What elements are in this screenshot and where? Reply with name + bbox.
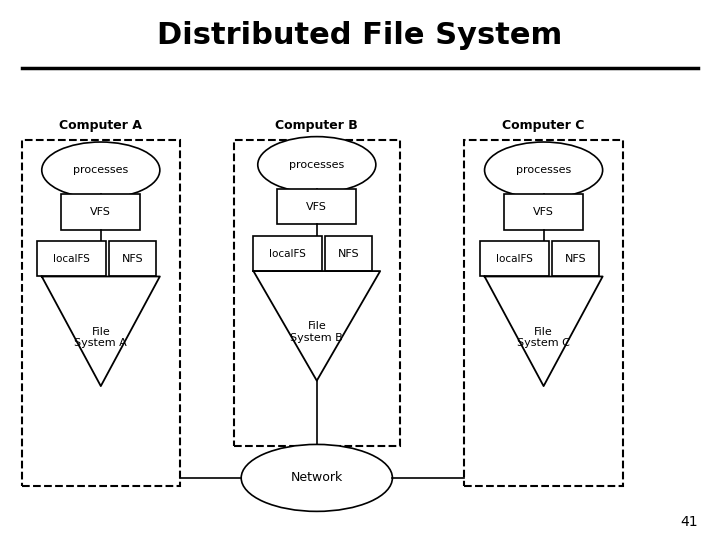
- Text: localFS: localFS: [269, 248, 306, 259]
- Bar: [61, 194, 140, 230]
- Bar: [464, 140, 623, 486]
- Ellipse shape: [258, 137, 376, 193]
- Text: NFS: NFS: [122, 254, 144, 264]
- Ellipse shape: [42, 142, 160, 198]
- Text: processes: processes: [516, 165, 571, 175]
- Bar: [552, 241, 599, 276]
- Text: localFS: localFS: [496, 254, 533, 264]
- Text: Distributed File System: Distributed File System: [158, 21, 562, 50]
- Bar: [504, 194, 583, 230]
- Text: File
System C: File System C: [517, 327, 570, 348]
- Ellipse shape: [241, 444, 392, 511]
- Text: File
System A: File System A: [74, 327, 127, 348]
- Ellipse shape: [485, 142, 603, 198]
- Bar: [234, 140, 400, 446]
- Text: VFS: VFS: [307, 201, 327, 212]
- Bar: [37, 241, 106, 276]
- Text: processes: processes: [73, 165, 128, 175]
- Text: localFS: localFS: [53, 254, 90, 264]
- Text: Network: Network: [291, 471, 343, 484]
- Bar: [277, 189, 356, 224]
- Bar: [109, 241, 156, 276]
- Text: processes: processes: [289, 160, 344, 170]
- Text: Computer A: Computer A: [59, 119, 143, 132]
- Bar: [253, 236, 322, 271]
- Text: 41: 41: [681, 515, 698, 529]
- Text: Computer C: Computer C: [503, 119, 585, 132]
- Bar: [480, 241, 549, 276]
- Text: VFS: VFS: [91, 207, 111, 217]
- Text: NFS: NFS: [564, 254, 587, 264]
- Text: NFS: NFS: [338, 248, 360, 259]
- Text: Computer B: Computer B: [276, 119, 358, 132]
- Text: File
System B: File System B: [290, 321, 343, 343]
- Text: VFS: VFS: [534, 207, 554, 217]
- Bar: [22, 140, 180, 486]
- Bar: [325, 236, 372, 271]
